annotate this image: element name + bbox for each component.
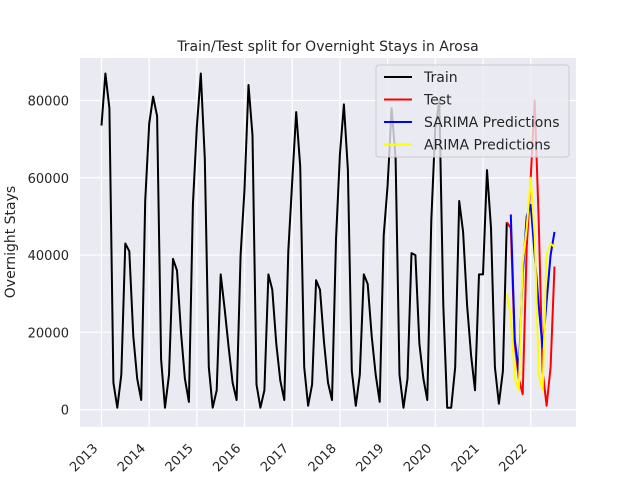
legend-label: ARIMA Predictions [424, 138, 550, 154]
chart-title: Train/Test split for Overnight Stays in … [176, 39, 478, 55]
y-tick-label: 80000 [28, 95, 69, 110]
y-tick-label: 0 [61, 404, 69, 419]
y-axis: 0 20000 40000 60000 80000 [28, 95, 69, 419]
y-tick-label: 20000 [28, 326, 69, 341]
legend-label: Test [423, 93, 452, 109]
y-tick-label: 40000 [28, 249, 69, 264]
y-tick-label: 60000 [28, 172, 69, 187]
series-line-sarima-predictions [509, 203, 556, 372]
legend: Train Test SARIMA Predictions ARIMA Predict… [375, 64, 570, 158]
legend-frame [375, 64, 570, 158]
series-line-arima-predictions [505, 176, 556, 392]
legend-label: Train [423, 70, 458, 86]
legend-label: SARIMA Predictions [424, 115, 560, 131]
grid [80, 58, 576, 427]
y-axis-label: Overnight Stays [3, 186, 19, 298]
